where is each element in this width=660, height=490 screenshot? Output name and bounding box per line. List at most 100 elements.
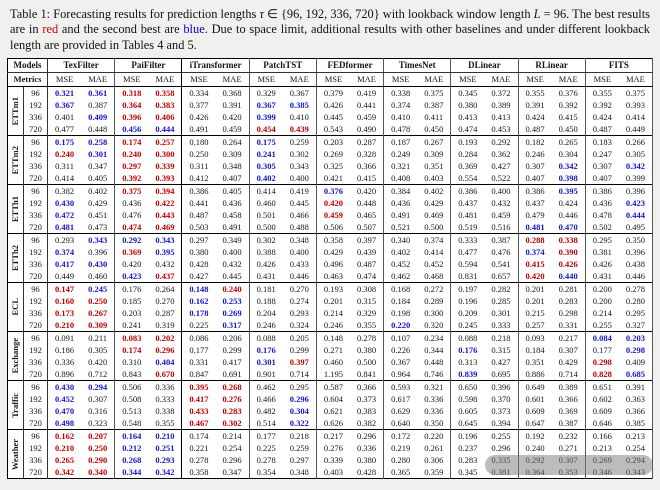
metric-cell: 0.338: [383, 86, 418, 100]
metric-cell: 0.481: [458, 210, 478, 221]
metric-cell: 0.210: [148, 429, 183, 443]
metric-cell: 0.377: [189, 100, 209, 111]
model-header-fedformer: FEDformer: [316, 58, 385, 74]
metric-cell: 0.402: [256, 173, 276, 184]
metric-cell: 0.240: [122, 149, 142, 160]
metric-cell: 0.336: [349, 442, 385, 455]
metric-cell: 0.441: [349, 99, 385, 112]
data-row: 192 0.430 0.429 0.436 0.422 0.441 0.436 0.460 0.…: [8, 197, 653, 210]
metric-cell: 0.402: [391, 247, 411, 258]
metric-cell: 0.215: [525, 308, 545, 319]
metric-cell: 0.333: [450, 233, 485, 247]
metric-cell: 0.340: [81, 466, 116, 479]
metric-cell: 0.214: [323, 308, 343, 319]
metric-cell: 0.355: [148, 417, 183, 430]
mse-header: MSE: [114, 72, 149, 88]
metric-cell: 0.405: [81, 172, 116, 185]
model-header-itransformer: iTransformer: [181, 58, 250, 74]
metric-cell: 0.448: [81, 123, 116, 136]
metric-cell: 0.201: [525, 296, 545, 307]
metric-cell: 0.278: [349, 331, 385, 345]
metric-cell: 0.162: [189, 296, 209, 307]
metric-cell: 0.307: [525, 161, 545, 172]
caption-segment: Table 1: Forecasting results for predict…: [10, 7, 260, 21]
metric-cell: 0.355: [518, 86, 552, 100]
metric-cell: 0.300: [148, 148, 183, 161]
caption-segment: and the second best are: [58, 22, 184, 37]
metric-cell: 0.430: [81, 258, 116, 271]
mae-header: MAE: [349, 72, 385, 88]
metric-cell: 0.265: [54, 455, 75, 466]
metric-cell: 0.495: [618, 221, 653, 234]
metric-cell: 0.460: [323, 357, 343, 368]
metric-cell: 0.522: [484, 172, 519, 185]
metric-cell: 0.196: [458, 296, 478, 307]
metric-cell: 0.609: [525, 406, 545, 417]
metric-cell: 0.440: [551, 270, 586, 283]
metric-cell: 0.269: [323, 149, 343, 160]
metric-cell: 0.396: [81, 246, 116, 259]
metric-cell: 0.280: [618, 295, 653, 308]
metric-cell: 0.344: [122, 467, 142, 478]
metric-cell: 0.548: [122, 418, 142, 429]
metric-cell: 0.433: [189, 406, 209, 417]
metric-cell: 0.214: [592, 308, 612, 319]
data-row: ETTm2 96 0.175 0.258 0.174 0.257 0.180 0.264 0.1…: [7, 135, 653, 185]
metric-cell: 0.255: [592, 320, 612, 331]
metric-cell: 0.427: [189, 271, 209, 282]
metric-cell: 0.220: [391, 320, 411, 331]
metrics-label: Metrics: [7, 72, 48, 88]
mae-header: MAE: [417, 72, 452, 88]
metric-cell: 0.255: [484, 429, 519, 443]
metric-cell: 0.393: [148, 172, 183, 185]
metric-cell: 0.482: [256, 406, 276, 417]
metric-cell: 0.245: [458, 320, 478, 331]
metric-cell: 0.431: [592, 271, 612, 282]
data-row: 720 0.896 0.712 0.843 0.670 0.847 0.691 0.901 0.…: [8, 368, 653, 381]
metric-cell: 0.629: [391, 406, 411, 417]
metric-cell: 0.621: [323, 406, 343, 417]
model-header-patchtst: PatchTST: [249, 58, 317, 74]
metric-cell: 0.369: [551, 405, 586, 418]
metric-cell: 0.393: [618, 99, 653, 112]
metric-cell: 0.267: [81, 307, 116, 320]
metric-cell: 0.338: [148, 405, 183, 418]
metric-cell: 0.334: [181, 86, 216, 100]
metric-cell: 0.246: [323, 320, 343, 331]
metric-cell: 0.257: [525, 320, 545, 331]
metric-cell: 0.350: [618, 233, 653, 247]
metric-cell: 0.387: [417, 99, 452, 112]
metric-cell: 0.424: [525, 112, 545, 123]
horizon-label: 192: [23, 246, 48, 259]
metric-cell: 0.429: [323, 247, 343, 258]
horizon-label: 96: [23, 135, 48, 149]
metric-cell: 0.311: [189, 161, 209, 172]
metric-cell: 0.296: [148, 344, 183, 357]
metric-cell: 0.714: [282, 368, 317, 381]
metric-cell: 0.430: [47, 380, 82, 394]
metric-cell: 0.380: [349, 454, 385, 467]
metric-cell: 0.843: [122, 369, 142, 380]
metric-cell: 0.439: [349, 246, 385, 259]
metric-cell: 0.587: [316, 380, 350, 394]
metric-cell: 0.448: [417, 356, 452, 369]
metric-cell: 0.172: [383, 429, 418, 443]
horizon-label: 720: [23, 172, 48, 185]
horizon-label: 96: [23, 282, 48, 296]
metric-cell: 0.355: [349, 319, 385, 332]
metric-cell: 0.207: [81, 429, 116, 443]
metric-cell: 0.274: [282, 295, 317, 308]
metric-cell: 0.342: [551, 160, 586, 173]
metric-cell: 0.626: [323, 418, 343, 429]
table-container: Models TexFilter PaiFilter iTransformer Patc…: [0, 58, 660, 480]
metric-cell: 0.366: [551, 393, 586, 406]
data-row: 336 0.470 0.316 0.513 0.338 0.433 0.283 0.482 0.…: [8, 405, 653, 418]
data-row: 192 0.210 0.250 0.212 0.251 0.221 0.254 0.225 0.…: [8, 442, 653, 455]
mae-header: MAE: [81, 72, 116, 88]
metric-cell: 0.369: [122, 247, 142, 258]
metric-cell: 0.086: [181, 331, 216, 345]
metric-cell: 0.234: [417, 331, 452, 345]
metric-cell: 0.419: [282, 184, 317, 198]
mse-header: MSE: [585, 72, 619, 88]
metric-cell: 0.426: [323, 100, 343, 111]
